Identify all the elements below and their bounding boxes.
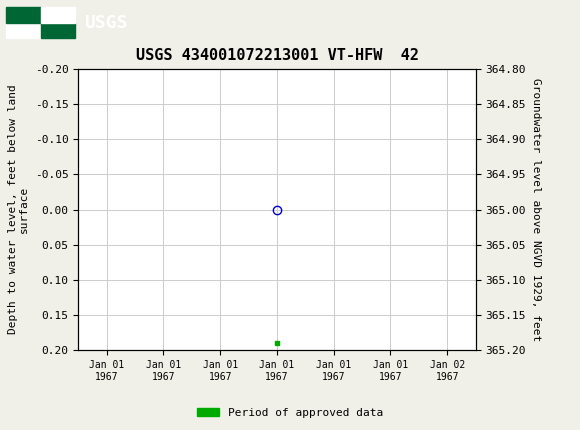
Y-axis label: Groundwater level above NGVD 1929, feet: Groundwater level above NGVD 1929, feet: [531, 78, 541, 341]
Y-axis label: Depth to water level, feet below land
surface: Depth to water level, feet below land su…: [8, 85, 29, 335]
Bar: [41, 7, 75, 22]
Title: USGS 434001072213001 VT-HFW  42: USGS 434001072213001 VT-HFW 42: [136, 49, 418, 64]
Bar: [6, 7, 41, 22]
Bar: [41, 22, 75, 38]
Bar: [6, 22, 41, 38]
Text: USGS: USGS: [84, 14, 128, 31]
Legend: Period of approved data: Period of approved data: [193, 403, 387, 422]
